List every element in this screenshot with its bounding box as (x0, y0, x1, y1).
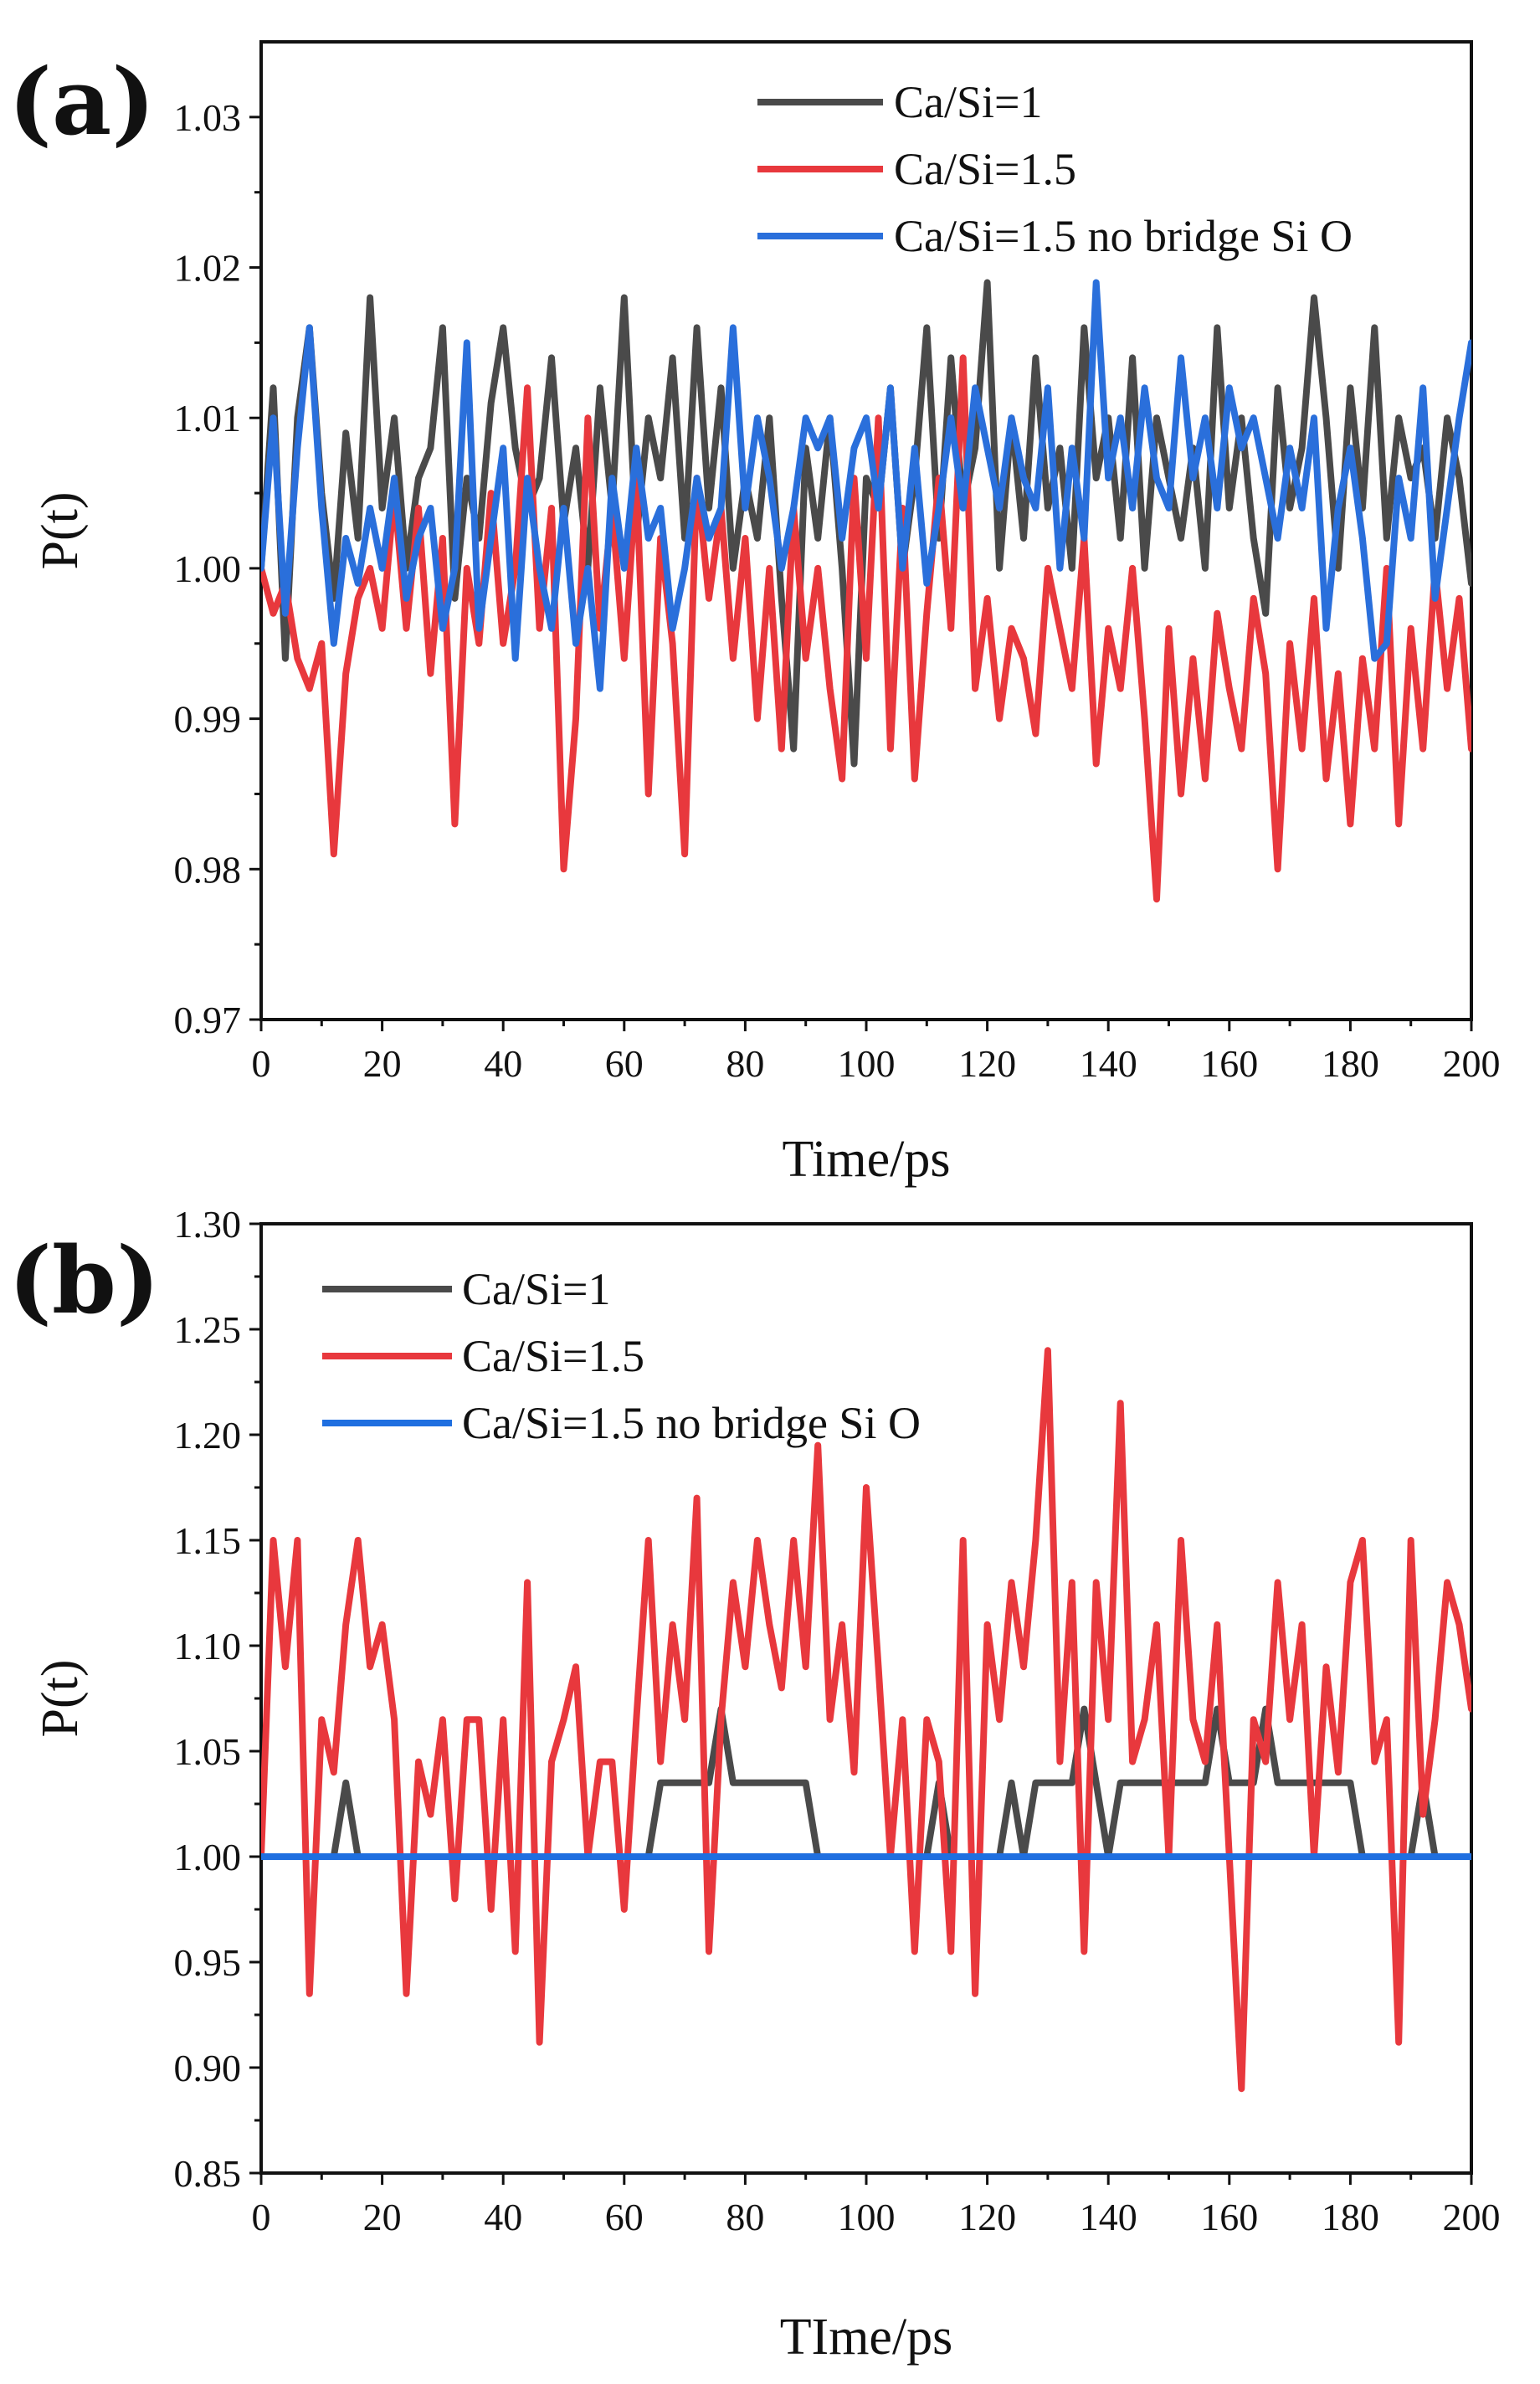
x-tick-label: 100 (838, 1042, 896, 1085)
y-tick-label: 1.03 (174, 96, 242, 139)
x-tick-label: 60 (605, 1042, 644, 1085)
x-tick-label: 160 (1200, 1042, 1258, 1085)
series-line-3 (261, 279, 1471, 692)
y-tick-label: 0.90 (174, 2047, 242, 2089)
x-tick-label: 160 (1200, 2196, 1258, 2238)
legend-label: Ca/Si=1 (462, 1264, 610, 1314)
y-tick-label: 1.01 (174, 397, 242, 439)
y-tick-label: 0.97 (174, 999, 242, 1041)
y-tick-label: 0.85 (174, 2152, 242, 2195)
y-axis-title: P(t) (32, 1660, 89, 1738)
y-tick-label: 1.05 (174, 1730, 242, 1773)
x-tick-label: 120 (958, 2196, 1016, 2238)
series-line-1 (261, 279, 1471, 768)
series-line-2 (261, 354, 1471, 903)
x-tick-label: 80 (726, 2196, 764, 2238)
x-tick-label: 0 (252, 1042, 271, 1085)
chart-panel-a: 0 20 40 60 80 100 120 140 160 180 200 0.97 0.98 0.99 1… (8, 40, 1501, 1188)
y-tick-label: 1.00 (174, 1836, 242, 1878)
panel-label: (b) (8, 1226, 160, 1334)
x-tick-label: 100 (838, 2196, 896, 2238)
x-tick-label: 60 (605, 2196, 644, 2238)
x-tick-label: 140 (1080, 2196, 1137, 2238)
x-axis-title: TIme/ps (780, 2309, 953, 2366)
x-tick-label: 0 (252, 2196, 271, 2238)
x-tick-label: 40 (484, 1042, 522, 1085)
x-tick-label: 20 (363, 2196, 402, 2238)
y-tick-label: 1.10 (174, 1625, 242, 1667)
legend-label: Ca/Si=1 (894, 77, 1042, 127)
x-tick-label: 120 (958, 1042, 1016, 1085)
series-line-2 (261, 1347, 1471, 2093)
x-tick-label: 180 (1322, 2196, 1379, 2238)
legend-label: Ca/Si=1.5 (462, 1331, 644, 1381)
x-tick-label: 40 (484, 2196, 522, 2238)
y-axis-title: P(t) (32, 492, 89, 570)
y-tick-label: 0.98 (174, 848, 242, 891)
y-tick-label: 0.99 (174, 698, 242, 741)
legend-label: Ca/Si=1.5 no bridge Si O (462, 1398, 921, 1448)
x-tick-label: 200 (1443, 2196, 1501, 2238)
y-tick-label: 0.95 (174, 1941, 242, 1984)
y-tick-label: 1.15 (174, 1519, 242, 1562)
panel-label: (a) (8, 48, 155, 156)
x-tick-label: 80 (726, 1042, 764, 1085)
y-tick-label: 1.25 (174, 1308, 242, 1351)
x-tick-label: 200 (1443, 1042, 1501, 1085)
x-tick-label: 20 (363, 1042, 402, 1085)
x-tick-label: 140 (1080, 1042, 1137, 1085)
y-tick-label: 1.20 (174, 1414, 242, 1457)
chart-panel-b: 0 20 40 60 80 100 120 140 160 180 200 0.85 0.90 0.95 1… (8, 1203, 1501, 2366)
y-tick-label: 1.00 (174, 547, 242, 590)
legend-label: Ca/Si=1.5 no bridge Si O (894, 211, 1353, 261)
legend-label: Ca/Si=1.5 (894, 144, 1076, 194)
y-tick-label: 1.02 (174, 247, 242, 290)
x-axis-title: Time/ps (782, 1131, 950, 1188)
y-tick-label: 1.30 (174, 1203, 242, 1246)
x-tick-label: 180 (1322, 1042, 1379, 1085)
